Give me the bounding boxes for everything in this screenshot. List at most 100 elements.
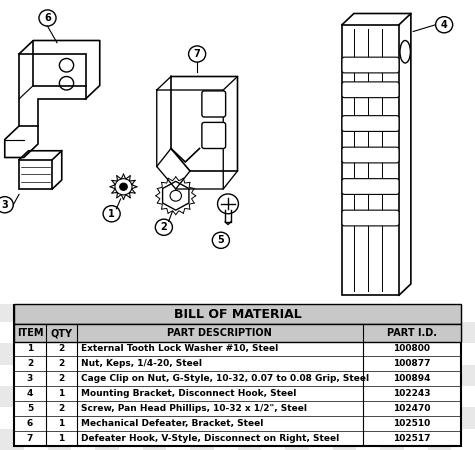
- Bar: [332, 173, 356, 194]
- Text: 7: 7: [27, 434, 33, 443]
- Bar: [309, 66, 332, 88]
- Bar: [309, 407, 332, 429]
- Bar: [190, 301, 214, 322]
- Text: 2: 2: [161, 222, 167, 232]
- Bar: [309, 24, 332, 45]
- FancyBboxPatch shape: [342, 179, 399, 194]
- Bar: [285, 386, 309, 407]
- Text: 100894: 100894: [393, 374, 430, 383]
- Bar: [95, 258, 119, 279]
- Bar: [0, 0, 475, 279]
- Bar: [404, 237, 428, 258]
- Bar: [404, 279, 428, 301]
- Bar: [48, 258, 71, 279]
- Bar: [119, 24, 142, 45]
- Bar: [285, 216, 309, 237]
- Bar: [309, 152, 332, 173]
- Bar: [119, 322, 142, 343]
- Bar: [24, 322, 48, 343]
- Text: 102243: 102243: [393, 389, 430, 398]
- Bar: [332, 429, 356, 450]
- Bar: [380, 386, 404, 407]
- Bar: [428, 258, 451, 279]
- Bar: [48, 429, 71, 450]
- Bar: [190, 45, 214, 66]
- Bar: [428, 88, 451, 109]
- Bar: [332, 343, 356, 365]
- Bar: [214, 322, 238, 343]
- Bar: [238, 130, 261, 152]
- Text: 5: 5: [27, 404, 33, 413]
- Bar: [0, 130, 24, 152]
- Bar: [95, 88, 119, 109]
- Text: 2: 2: [58, 345, 64, 354]
- Bar: [0, 173, 24, 194]
- Bar: [166, 194, 190, 216]
- Bar: [428, 386, 451, 407]
- Bar: [24, 194, 48, 216]
- Bar: [166, 322, 190, 343]
- Bar: [285, 45, 309, 66]
- Bar: [119, 407, 142, 429]
- Bar: [380, 258, 404, 279]
- Bar: [24, 279, 48, 301]
- Bar: [404, 194, 428, 216]
- Bar: [285, 88, 309, 109]
- Bar: [119, 109, 142, 130]
- Bar: [24, 24, 48, 45]
- Bar: [356, 365, 380, 386]
- Bar: [309, 322, 332, 343]
- Bar: [48, 173, 71, 194]
- Text: 2: 2: [58, 404, 64, 413]
- Text: 4: 4: [441, 20, 447, 30]
- Bar: [24, 365, 48, 386]
- Bar: [428, 130, 451, 152]
- Bar: [451, 109, 475, 130]
- Bar: [0, 216, 24, 237]
- Bar: [380, 301, 404, 322]
- FancyBboxPatch shape: [202, 122, 226, 148]
- Bar: [24, 407, 48, 429]
- Bar: [24, 152, 48, 173]
- Bar: [119, 194, 142, 216]
- Bar: [190, 343, 214, 365]
- Bar: [0, 258, 24, 279]
- Bar: [238, 429, 261, 450]
- Bar: [332, 216, 356, 237]
- Bar: [48, 343, 71, 365]
- Bar: [285, 301, 309, 322]
- Bar: [142, 216, 166, 237]
- Text: 6: 6: [27, 418, 33, 427]
- Bar: [190, 429, 214, 450]
- Bar: [428, 343, 451, 365]
- Bar: [142, 258, 166, 279]
- Bar: [166, 109, 190, 130]
- Bar: [238, 173, 261, 194]
- Bar: [0, 343, 24, 365]
- Bar: [356, 66, 380, 88]
- Bar: [404, 66, 428, 88]
- Bar: [119, 152, 142, 173]
- Bar: [451, 322, 475, 343]
- Text: Defeater Hook, V-Style, Disconnect on Right, Steel: Defeater Hook, V-Style, Disconnect on Ri…: [81, 434, 339, 443]
- Bar: [356, 407, 380, 429]
- Bar: [309, 279, 332, 301]
- Text: 2: 2: [27, 359, 33, 368]
- Bar: [214, 407, 238, 429]
- Bar: [71, 194, 95, 216]
- Bar: [261, 24, 285, 45]
- Bar: [71, 24, 95, 45]
- Text: PART I.D.: PART I.D.: [387, 328, 437, 338]
- Bar: [451, 365, 475, 386]
- Bar: [356, 109, 380, 130]
- Bar: [166, 279, 190, 301]
- Bar: [142, 130, 166, 152]
- Bar: [404, 152, 428, 173]
- Bar: [19, 160, 52, 189]
- Circle shape: [120, 183, 127, 190]
- Bar: [238, 258, 261, 279]
- Bar: [261, 237, 285, 258]
- Bar: [404, 407, 428, 429]
- Bar: [95, 216, 119, 237]
- Bar: [332, 45, 356, 66]
